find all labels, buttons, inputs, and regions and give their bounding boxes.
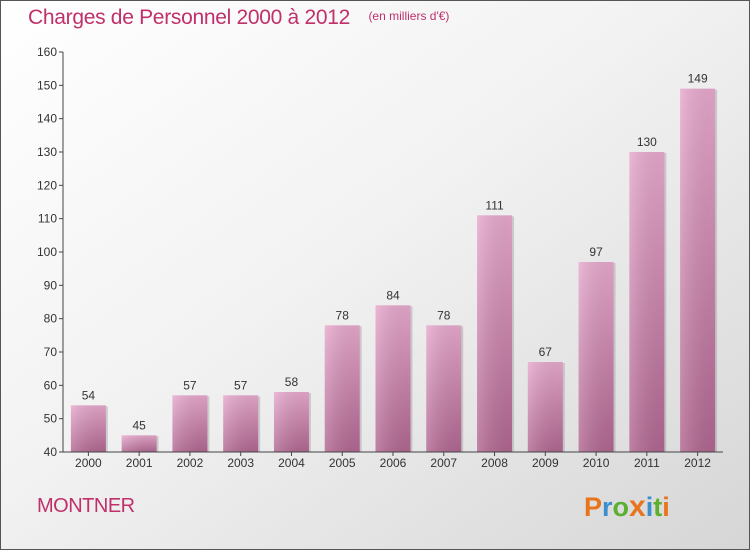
- x-tick-label: 2004: [278, 456, 305, 470]
- y-tick-label: 140: [37, 112, 57, 126]
- logo-letter: i: [645, 492, 654, 522]
- y-tick-label: 40: [44, 445, 58, 459]
- bar-highlight: [578, 262, 614, 452]
- bar-value-label: 57: [234, 378, 248, 392]
- bar-highlight: [426, 325, 462, 452]
- logo-letter: o: [612, 492, 630, 522]
- bar-highlight: [121, 435, 157, 452]
- x-tick-label: 2001: [126, 456, 153, 470]
- bar-value-label: 130: [637, 135, 657, 149]
- y-tick-label: 50: [44, 412, 58, 426]
- y-tick-label: 110: [38, 212, 57, 226]
- bar-value-label: 57: [183, 378, 197, 392]
- x-tick-label: 2000: [75, 456, 102, 470]
- x-tick-label: 2009: [532, 456, 559, 470]
- bar-value-label: 97: [589, 245, 603, 259]
- bar-highlight: [477, 215, 513, 452]
- x-tick-label: 2002: [177, 456, 204, 470]
- y-tick-label: 70: [44, 345, 58, 359]
- y-tick-label: 90: [44, 278, 58, 292]
- y-tick-label: 160: [37, 45, 57, 59]
- bar-value-label: 67: [539, 345, 553, 359]
- bar-value-label: 78: [336, 308, 350, 322]
- x-axis: 2000 2001 2002 2003 2004 2005 2006 2007 2008 2009…: [63, 451, 723, 470]
- x-tick-label: 2012: [684, 456, 711, 470]
- logo-letter: r: [602, 492, 613, 522]
- bar-value-label: 58: [285, 375, 299, 389]
- chart-subtitle: (en milliers d'€): [368, 9, 450, 23]
- logo-letter: x: [629, 490, 646, 523]
- bars: 54 45 57 57 58 78 84 78 111 67 97 130 149: [70, 72, 718, 453]
- bar-value-label: 54: [82, 388, 96, 402]
- bar-highlight: [70, 405, 106, 452]
- y-tick-label: 120: [37, 178, 57, 192]
- y-tick-label: 60: [44, 378, 58, 392]
- commune-name: MONTNER: [37, 495, 135, 517]
- bar-highlight: [629, 152, 665, 452]
- bar-value-label: 78: [437, 308, 451, 322]
- y-tick-label: 130: [37, 145, 57, 159]
- logo-letter: i: [662, 492, 670, 522]
- bar-value-label: 84: [386, 288, 400, 302]
- bar-highlight: [527, 362, 563, 452]
- y-axis: 40 50 60 70 80 90 100 110 120 130 140 150 160: [37, 45, 64, 459]
- y-tick-label: 150: [37, 78, 57, 92]
- x-tick-label: 2011: [634, 456, 660, 470]
- bar-value-label: 111: [485, 198, 504, 212]
- bar-highlight: [172, 395, 208, 452]
- bar-highlight: [680, 88, 716, 453]
- proxiti-logo: Proxiti: [584, 490, 670, 524]
- bar-highlight: [324, 325, 360, 452]
- x-tick-label: 2010: [583, 456, 610, 470]
- x-tick-label: 2008: [481, 456, 508, 470]
- x-tick-label: 2007: [430, 456, 457, 470]
- y-tick-label: 100: [37, 245, 57, 259]
- x-tick-label: 2005: [329, 456, 356, 470]
- bar-highlight: [223, 395, 259, 452]
- bar-highlight: [375, 305, 411, 452]
- x-tick-label: 2003: [227, 456, 254, 470]
- bar-highlight: [273, 392, 309, 452]
- bar-value-label: 45: [132, 418, 146, 432]
- y-tick-label: 80: [44, 312, 58, 326]
- logo-letter: t: [653, 492, 663, 522]
- chart-title: Charges de Personnel 2000 à 2012: [28, 6, 350, 29]
- x-tick-label: 2006: [380, 456, 407, 470]
- bar-value-label: 149: [688, 72, 708, 86]
- logo-letter: P: [584, 492, 603, 522]
- title-row: Charges de Personnel 2000 à 2012 (en mil…: [28, 6, 449, 30]
